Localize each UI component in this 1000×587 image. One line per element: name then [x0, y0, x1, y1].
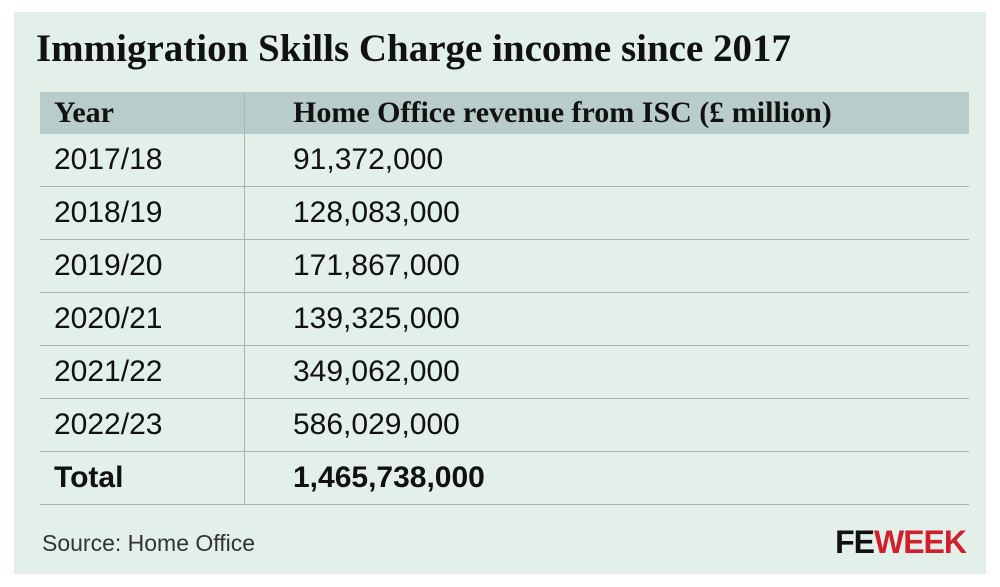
cell: 2022/23 — [40, 398, 245, 452]
row: 2021/22 349,062,000 — [40, 345, 969, 399]
table: Year Home Office revenue from ISC (£ mil… — [40, 92, 969, 505]
cell: 2018/19 — [40, 186, 245, 240]
row: 2017/18 91,372,000 — [40, 134, 969, 187]
total-row: Total 1,465,738,000 — [40, 451, 969, 505]
total-cell: Total — [40, 451, 245, 505]
total-cell: 1,465,738,000 — [244, 451, 969, 505]
cell: 128,083,000 — [244, 186, 969, 240]
header-cell: Year — [40, 92, 245, 134]
cell: 586,029,000 — [244, 398, 969, 452]
cell: 139,325,000 — [244, 292, 969, 346]
header-row: Year Home Office revenue from ISC (£ mil… — [40, 92, 969, 134]
cell: 2019/20 — [40, 239, 245, 293]
cell: 91,372,000 — [244, 134, 969, 187]
row: 2022/23 586,029,000 — [40, 398, 969, 452]
cell: 2021/22 — [40, 345, 245, 399]
row: 2020/21 139,325,000 — [40, 292, 969, 346]
table-body: 2017/18 91,372,000 2018/19 128,083,000 2019/… — [40, 134, 969, 505]
header-cell: Home Office revenue from ISC (£ million) — [244, 92, 969, 134]
logo-fe: FE — [835, 524, 875, 560]
title: Immigration Skills Charge income since 2… — [36, 27, 792, 70]
cell: 171,867,000 — [244, 239, 969, 293]
row: 2019/20 171,867,000 — [40, 239, 969, 293]
row: 2018/19 128,083,000 — [40, 186, 969, 240]
logo: FEWEEK — [835, 524, 967, 561]
cell: 2017/18 — [40, 134, 245, 187]
source: Source: Home Office — [42, 530, 256, 556]
cell: 349,062,000 — [244, 345, 969, 399]
logo-week: WEEK — [874, 524, 967, 560]
cell: 2020/21 — [40, 292, 245, 346]
card: Immigration Skills Charge income since 2… — [14, 12, 986, 574]
